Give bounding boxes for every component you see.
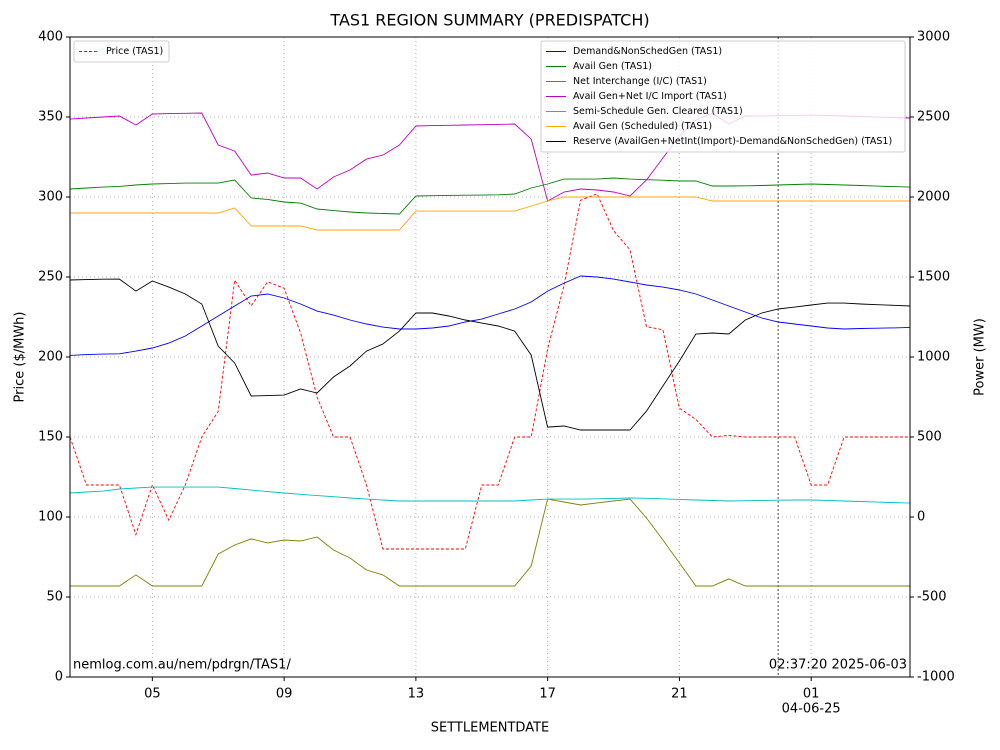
series-line (70, 196, 910, 231)
legend-label: Demand&NonSchedGen (TAS1) (573, 46, 722, 57)
y-tick-label: 350 (38, 110, 63, 125)
y-tick-label: 0 (55, 670, 63, 685)
y-tick-label: 150 (38, 430, 63, 445)
legend-label: Avail Gen (TAS1) (573, 61, 652, 72)
y-tick-label: 100 (38, 510, 63, 525)
y-axis-label: Price ($/MWh) (13, 312, 28, 403)
series-line (69, 486, 911, 504)
legend-label: Avail Gen (Scheduled) (TAS1) (573, 121, 712, 132)
annotation: nemlog.com.au/nem/pdrgn/TAS1/ (73, 658, 291, 673)
x-sublabel: 04-06-25 (782, 702, 841, 717)
y-tick-label: 400 (38, 30, 63, 45)
series-line (69, 275, 911, 356)
series-line (69, 278, 911, 431)
legend-box (540, 40, 906, 153)
y2-tick-label: 3000 (917, 30, 950, 45)
x-tick-label: 17 (539, 687, 556, 702)
x-tick-label: 09 (276, 687, 293, 702)
y-tick-label: 50 (46, 590, 63, 605)
y-tick-label: 300 (38, 190, 63, 205)
y2-tick-label: 2500 (917, 110, 950, 125)
y2-tick-label: 0 (917, 510, 925, 525)
y2-tick-label: -500 (917, 590, 947, 605)
x-tick-label: 21 (671, 687, 688, 702)
x-tick-label: 13 (408, 687, 425, 702)
chart-title: TAS1 REGION SUMMARY (PREDISPATCH) (329, 11, 649, 30)
y2-tick-label: 2000 (917, 190, 950, 205)
y2-tick-label: 1000 (917, 350, 950, 365)
legend-label: Semi-Schedule Gen. Cleared (TAS1) (573, 106, 743, 117)
legend-box (73, 40, 170, 63)
series-line (69, 193, 910, 550)
x-tick-label: 05 (144, 687, 161, 702)
legend-label: Avail Gen+Net I/C Import (TAS1) (573, 91, 727, 102)
legend-label: Price (TAS1) (106, 46, 163, 57)
y-tick-label: 250 (38, 270, 63, 285)
series-line (70, 498, 910, 587)
legend-label: Reserve (AvailGen+NetInt(Import)-Demand&… (573, 136, 892, 147)
annotation: 02:37:20 2025-06-03 (769, 658, 907, 673)
y2-tick-label: 1500 (917, 270, 950, 285)
x-tick-label: 01 (803, 687, 820, 702)
series-line (69, 177, 911, 215)
legend-label: Net Interchange (I/C) (TAS1) (573, 76, 707, 87)
y2-tick-label: 500 (917, 430, 942, 445)
y-tick-label: 200 (38, 350, 63, 365)
y2-axis-label: Power (MW) (973, 318, 988, 396)
y2-tick-label: -1000 (917, 670, 955, 685)
plot-frame (69, 36, 911, 678)
x-axis-label: SETTLEMENTDATE (431, 721, 550, 736)
